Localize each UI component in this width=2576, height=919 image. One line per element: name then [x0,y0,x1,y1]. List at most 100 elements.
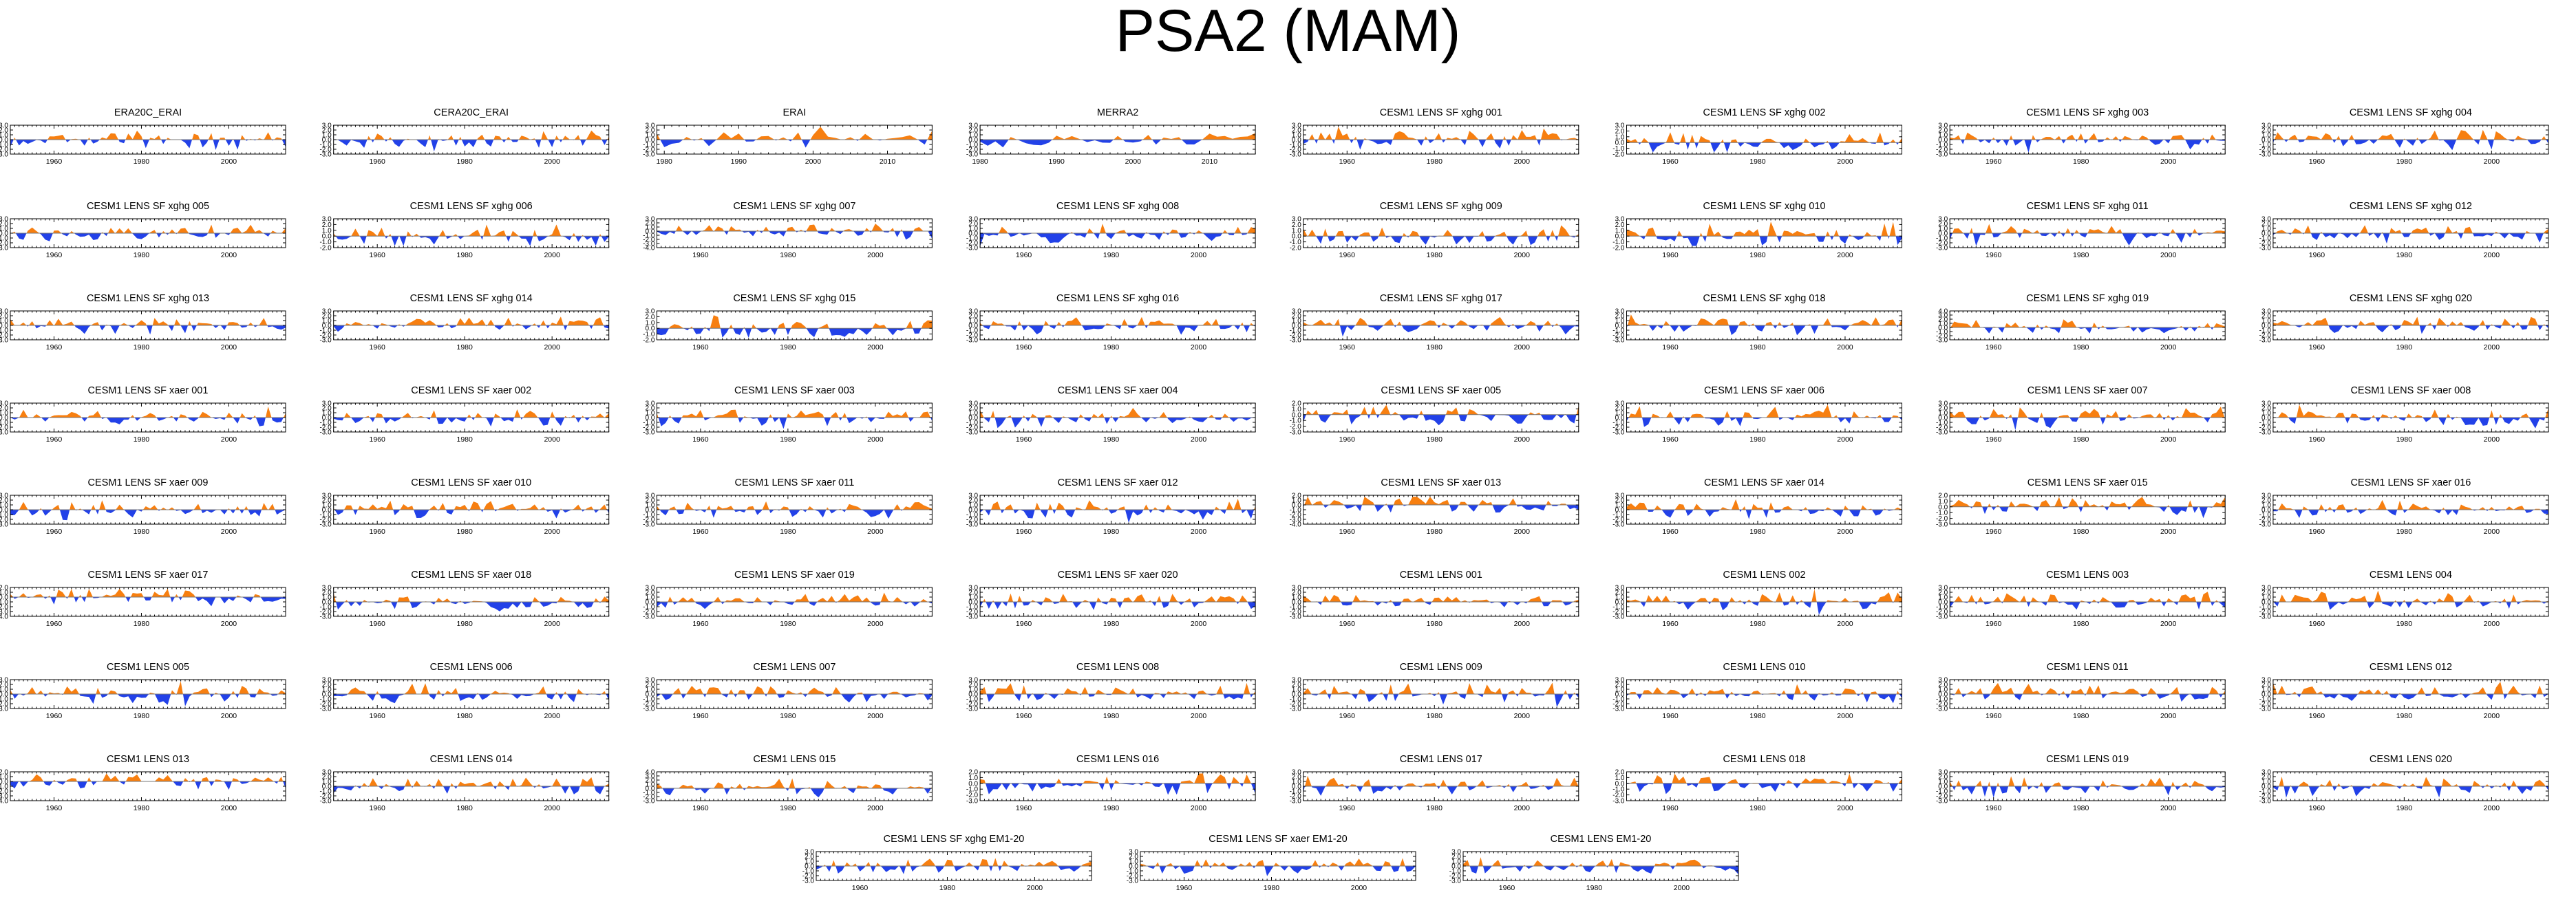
positive-anomaly-area [1952,224,2226,233]
y-tick-label: 1.0 [1938,132,1948,140]
x-tick-label: 1980 [456,435,473,444]
positive-anomaly-area [999,224,1256,233]
y-tick-label: 2.0 [1292,400,1301,408]
y-tick-label: 1.0 [1615,133,1625,141]
x-tick-label: 1980 [1427,158,1443,166]
panel-27: CESM1 LENS SF xaer 003 3.02.01.00.0-1.0-2… [643,385,933,444]
positive-anomaly-area [367,130,609,140]
y-tick-label: -3.0 [1290,151,1302,159]
y-tick-label: 0.0 [2261,323,2271,330]
y-tick-label: 3.0 [0,122,8,130]
panel-28: CESM1 LENS SF xaer 004 3.02.01.00.0-1.0-2… [966,385,1256,444]
x-tick-label: 1980 [134,251,150,259]
y-tick-label: -2.0 [966,147,979,154]
x-tick-label: 1960 [692,251,709,259]
y-tick-label: 0.0 [322,415,332,422]
negative-anomaly-area [2272,140,2548,151]
x-tick-label: 1980 [456,158,473,166]
y-tick-label: -2.0 [1936,147,1948,154]
x-tick-label: 2000 [2160,435,2177,444]
x-tick-label: 1980 [1427,251,1443,259]
y-tick-label: 0.0 [1615,323,1625,330]
negative-anomaly-area [1307,236,1577,246]
y-tick-label: -1.0 [2259,327,2272,335]
panel-title: CESM1 LENS SF xghg 004 [2350,107,2472,118]
y-tick-label: -1.0 [643,142,655,149]
y-tick-label: -2.0 [1612,245,1625,252]
x-tick-label: 1980 [134,158,150,166]
y-tick-label: -3.0 [319,337,332,345]
y-tick-label: 2.0 [968,313,978,321]
positive-anomaly-area [1306,404,1579,415]
y-tick-label: 3.0 [1615,122,1625,130]
negative-anomaly-area [2293,325,2548,334]
negative-anomaly-area [1966,418,2226,431]
x-tick-label: 1980 [2396,435,2413,444]
panel-16: CESM1 LENS SF xghg 012 3.02.01.00.0-1.0-2… [2259,201,2549,259]
y-tick-label: 0.0 [1615,233,1625,241]
x-tick-label: 2000 [221,251,237,259]
y-tick-label: -2.0 [319,332,332,340]
y-tick-label: 0.0 [645,415,654,422]
panel-title: CESM1 LENS SF xghg 014 [410,293,533,304]
y-tick-label: 4.0 [1938,308,1948,316]
panel-33: CESM1 LENS SF xaer 009 3.02.01.00.0-1.0-2… [0,477,286,536]
plot-frame [1626,218,1902,248]
y-tick-label: -1.0 [319,420,332,427]
panel-title: CESM1 LENS SF xghg 012 [2350,201,2472,212]
x-tick-label: 2000 [867,435,884,444]
x-tick-label: 2000 [867,343,884,352]
negative-anomaly-area [657,231,933,240]
y-tick-label: 3.0 [968,400,978,408]
y-tick-label: 2.0 [0,221,8,228]
x-tick-label: 1980 [780,343,796,352]
y-tick-label: 0.0 [1938,137,1948,144]
x-tick-label: 1960 [1339,251,1356,259]
negative-anomaly-area [10,233,281,241]
y-tick-label: -3.0 [1612,337,1625,345]
positive-anomaly-area [675,224,928,231]
negative-anomaly-area [657,328,922,338]
y-tick-label: -3.0 [2259,429,2272,437]
negative-anomaly-area [658,418,933,429]
x-tick-label: 1960 [1662,343,1679,352]
y-tick-label: 2.0 [645,405,654,413]
y-tick-label: 1.0 [645,319,654,327]
y-tick-label: 1.0 [968,132,978,140]
y-tick-label: 2.0 [0,497,8,505]
y-tick-label: 2.0 [2261,405,2271,413]
y-tick-label: -2.0 [2259,332,2272,340]
x-tick-label: 1960 [1016,435,1032,444]
x-tick-label: 1960 [370,158,386,166]
x-tick-label: 2000 [1191,343,1207,352]
negative-anomaly-area [10,418,284,426]
x-tick-label: 2000 [2484,343,2500,352]
x-tick-label: 1980 [2396,343,2413,352]
y-tick-label: 1.0 [1292,406,1301,413]
y-tick-label: 2.0 [2261,221,2271,228]
figure-title: PSA2 (MAM) [0,0,2576,61]
positive-anomaly-area [2275,225,2548,233]
panel-8: CESM1 LENS SF xghg 004 3.02.01.00.0-1.0-2… [2259,107,2549,166]
y-tick-label: -2.0 [1612,151,1625,159]
y-tick-label: 2.0 [2261,313,2271,321]
y-tick-label: -2.0 [0,240,8,248]
x-tick-label: 2000 [1191,251,1207,259]
positive-anomaly-area [1626,221,1896,237]
y-tick-label: 3.0 [0,216,8,224]
x-tick-label: 1990 [1049,158,1065,166]
panel-title: CESM1 LENS SF xaer 001 [88,385,209,396]
y-tick-label: 3.0 [1615,400,1625,408]
y-tick-label: -2.0 [0,424,8,432]
y-tick-label: 2.0 [645,314,654,321]
plot-frame [1303,402,1579,433]
x-tick-label: 1980 [456,343,473,352]
plot-frame [1949,310,2226,340]
positive-anomaly-area [19,500,286,510]
y-tick-label: 2.0 [968,221,978,228]
x-tick-label: 2000 [1125,158,1142,166]
negative-anomaly-area [333,140,608,152]
negative-anomaly-area [983,418,1256,429]
y-tick-label: -2.0 [0,332,8,340]
y-tick-label: 1.0 [0,132,8,140]
